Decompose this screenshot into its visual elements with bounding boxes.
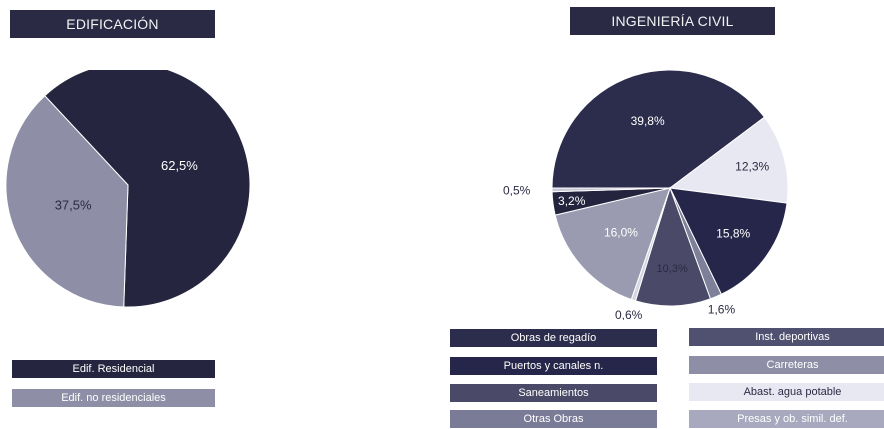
slice-value-label: 62,5%	[161, 158, 198, 173]
legend-item: Inst. deportivas	[689, 328, 884, 346]
legend-item: Edif. no residenciales	[12, 389, 215, 407]
pie-slice	[554, 187, 671, 301]
chart-title-edificacion: EDIFICACIÓN	[10, 10, 215, 38]
pie-slice	[551, 187, 671, 193]
slice-value-label: 0,5%	[503, 183, 531, 197]
legend-item: Obras de regadío	[450, 329, 657, 347]
slice-value-label: 3,2%	[558, 194, 586, 208]
slice-value-label: 0,6%	[615, 308, 643, 320]
pie-slice	[634, 186, 712, 307]
legend-item: Edif. Residencial	[12, 360, 215, 378]
pie-slice	[668, 116, 789, 204]
pie-chart-ingenieria-civil: 39,8% 12,3% 15,8% 1,6% 10,3% 0,6% 16,0% 3,2% 0,5…	[503, 70, 789, 320]
slice-value-label: 10,3%	[657, 263, 688, 275]
slice-value-label: 39,8%	[631, 114, 665, 128]
chart-title-ingenieria-civil: INGENIERÍA CIVIL	[570, 7, 775, 35]
legend-item: Presas y ob. simil. def.	[689, 410, 884, 428]
pie-chart-edificacion: 62,5% 37,5%	[5, 70, 251, 308]
slice-value-label: 12,3%	[735, 159, 769, 173]
legend-item: Otras Obras	[450, 410, 657, 428]
slice-value-label: 16,0%	[604, 225, 638, 239]
pie-slice	[5, 95, 129, 308]
slice-value-label: 15,8%	[716, 227, 750, 241]
legend-item: Abast. agua potable	[689, 383, 884, 401]
pie-slice	[551, 70, 766, 189]
slice-value-label: 37,5%	[55, 198, 92, 213]
slice-value-label: 1,6%	[708, 303, 736, 317]
pie-slice	[669, 187, 788, 295]
pie-slice	[44, 70, 251, 308]
legend-item: Carreteras	[689, 356, 884, 374]
legend-item: Saneamientos	[450, 384, 657, 402]
legend-item: Puertos y canales n.	[450, 357, 657, 375]
